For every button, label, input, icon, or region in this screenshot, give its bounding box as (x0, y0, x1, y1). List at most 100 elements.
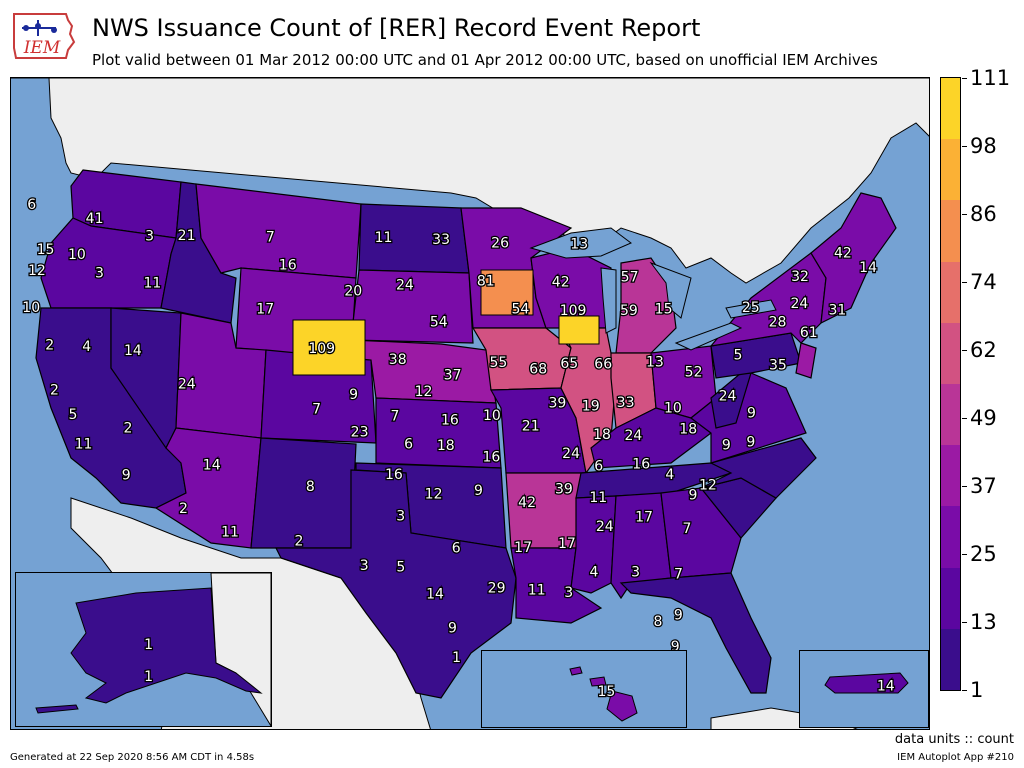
generated-timestamp: Generated at 22 Sep 2020 8:56 AM CDT in … (10, 752, 255, 763)
colorbar-band (941, 200, 960, 262)
wfo-count-label: 9 (746, 435, 755, 451)
wfo-count-label: 31 (828, 302, 846, 318)
colorbar-tick-label: 86 (970, 202, 997, 226)
wfo-count-label: 24 (719, 389, 737, 405)
wfo-count-label: 9 (674, 607, 683, 623)
app-label: IEM Autoplot App #210 (897, 752, 1014, 763)
colorbar-tick-mark (962, 418, 967, 419)
wfo-count-label: 32 (791, 269, 809, 285)
wfo-count-label: 24 (562, 446, 580, 462)
lake-erie (674, 322, 743, 351)
colorbar-tick-label: 98 (970, 134, 997, 158)
wfo-count-label: 28 (769, 315, 787, 331)
wfo-count-label: 66 (594, 357, 612, 373)
wfo-count-label: 6 (594, 459, 603, 475)
hotspot-northern-illinois (558, 315, 600, 345)
wfo-count-label: 7 (391, 408, 400, 424)
page-title: NWS Issuance Count of [RER] Record Event… (92, 14, 701, 42)
colorbar-tick-mark (962, 350, 967, 351)
aleutian-islands (35, 704, 79, 714)
state-alaska (70, 587, 263, 704)
wfo-count-label: 24 (790, 296, 808, 312)
wfo-count-label: 14 (124, 343, 142, 359)
states-layer (35, 169, 897, 699)
wfo-count-label: 7 (674, 566, 683, 582)
wfo-count-label: 1 (452, 650, 461, 666)
wfo-count-label: 16 (279, 257, 297, 273)
canada-yukon-land (210, 573, 271, 726)
colorbar-tick-mark (962, 554, 967, 555)
colorbar-tick-mark (962, 214, 967, 215)
colorbar-tick-label: 37 (970, 474, 997, 498)
page-subtitle: Plot valid between 01 Mar 2012 00:00 UTC… (92, 51, 878, 69)
wfo-count-label: 6 (404, 436, 413, 452)
wfo-count-label: 17 (256, 302, 274, 318)
wfo-count-label: 9 (448, 621, 457, 637)
colorbar-tick-mark (962, 282, 967, 283)
wfo-count-label: 21 (522, 418, 540, 434)
wfo-count-label: 19 (582, 398, 600, 414)
wfo-count-label: 57 (621, 270, 639, 286)
colorbar-band (941, 322, 960, 384)
iem-logo-graphic: IEM (13, 13, 76, 59)
wfo-count-label: 18 (679, 422, 697, 438)
colorbar-band (941, 139, 960, 201)
wfo-count-label: 23 (351, 425, 369, 441)
lake-superior (529, 227, 632, 259)
colorbar-tick-mark (962, 486, 967, 487)
wfo-count-label: 61 (800, 325, 818, 341)
state-florida (619, 572, 772, 694)
wfo-count-label: 9 (349, 387, 358, 403)
wfo-count-label: 11 (75, 436, 93, 452)
wfo-count-label: 14 (426, 586, 444, 602)
wfo-count-label: 17 (635, 509, 653, 525)
wfo-count-label: 39 (555, 482, 573, 498)
wfo-count-label: 42 (834, 246, 852, 262)
inset-count-label: 15 (597, 684, 615, 700)
hotspot-southern-minnesota (480, 269, 534, 316)
hotspot-colorado-wyoming (292, 319, 366, 376)
wfo-count-label: 16 (482, 449, 500, 465)
wfo-count-label: 11 (221, 525, 239, 541)
colorbar-band (941, 506, 960, 568)
wfo-count-label: 9 (689, 488, 698, 504)
wfo-count-label: 20 (344, 284, 362, 300)
wfo-count-label: 2 (179, 501, 188, 517)
colorbar-band (941, 261, 960, 323)
wfo-count-label: 42 (518, 495, 536, 511)
wfo-count-label: 7 (682, 521, 691, 537)
wfo-count-label: 21 (178, 228, 196, 244)
wfo-count-label: 9 (722, 438, 731, 454)
wfo-count-label: 41 (86, 211, 104, 227)
wfo-count-label: 24 (396, 278, 414, 294)
wfo-count-label: 16 (385, 467, 403, 483)
wfo-count-label: 3 (631, 564, 640, 580)
colorbar-tick-label: 111 (970, 66, 1011, 90)
wfo-count-label: 52 (685, 365, 703, 381)
wfo-count-label: 24 (624, 428, 642, 444)
wfo-count-label: 18 (593, 427, 611, 443)
units-label: data units :: count (894, 732, 1014, 747)
alaska-inset-labels: 11 (143, 636, 155, 687)
wfo-count-label: 8 (306, 479, 315, 495)
wfo-count-label: 54 (511, 301, 529, 317)
wfo-count-label: 10 (68, 247, 86, 263)
wfo-count-label: 38 (389, 352, 407, 368)
wfo-count-label: 37 (444, 368, 462, 384)
wfo-count-label: 24 (596, 519, 614, 535)
hawaii-inset-map: 15 (569, 666, 638, 722)
wfo-count-label: 11 (589, 490, 607, 506)
colorbar-tick-mark (962, 690, 967, 691)
wfo-count-label: 24 (178, 376, 196, 392)
colorbar (940, 77, 961, 691)
wfo-count-label: 12 (699, 477, 717, 493)
inset-count-label: 1 (144, 669, 153, 685)
state-georgia (660, 487, 742, 579)
hawaii-inset-labels: 15 (596, 683, 616, 702)
colorbar-tick-label: 62 (970, 338, 997, 362)
wfo-count-label: 35 (769, 357, 787, 373)
lake-ontario (725, 299, 777, 319)
wfo-count-label: 6 (452, 540, 461, 556)
wfo-count-label: 39 (548, 396, 566, 412)
wfo-count-label: 5 (396, 559, 405, 575)
